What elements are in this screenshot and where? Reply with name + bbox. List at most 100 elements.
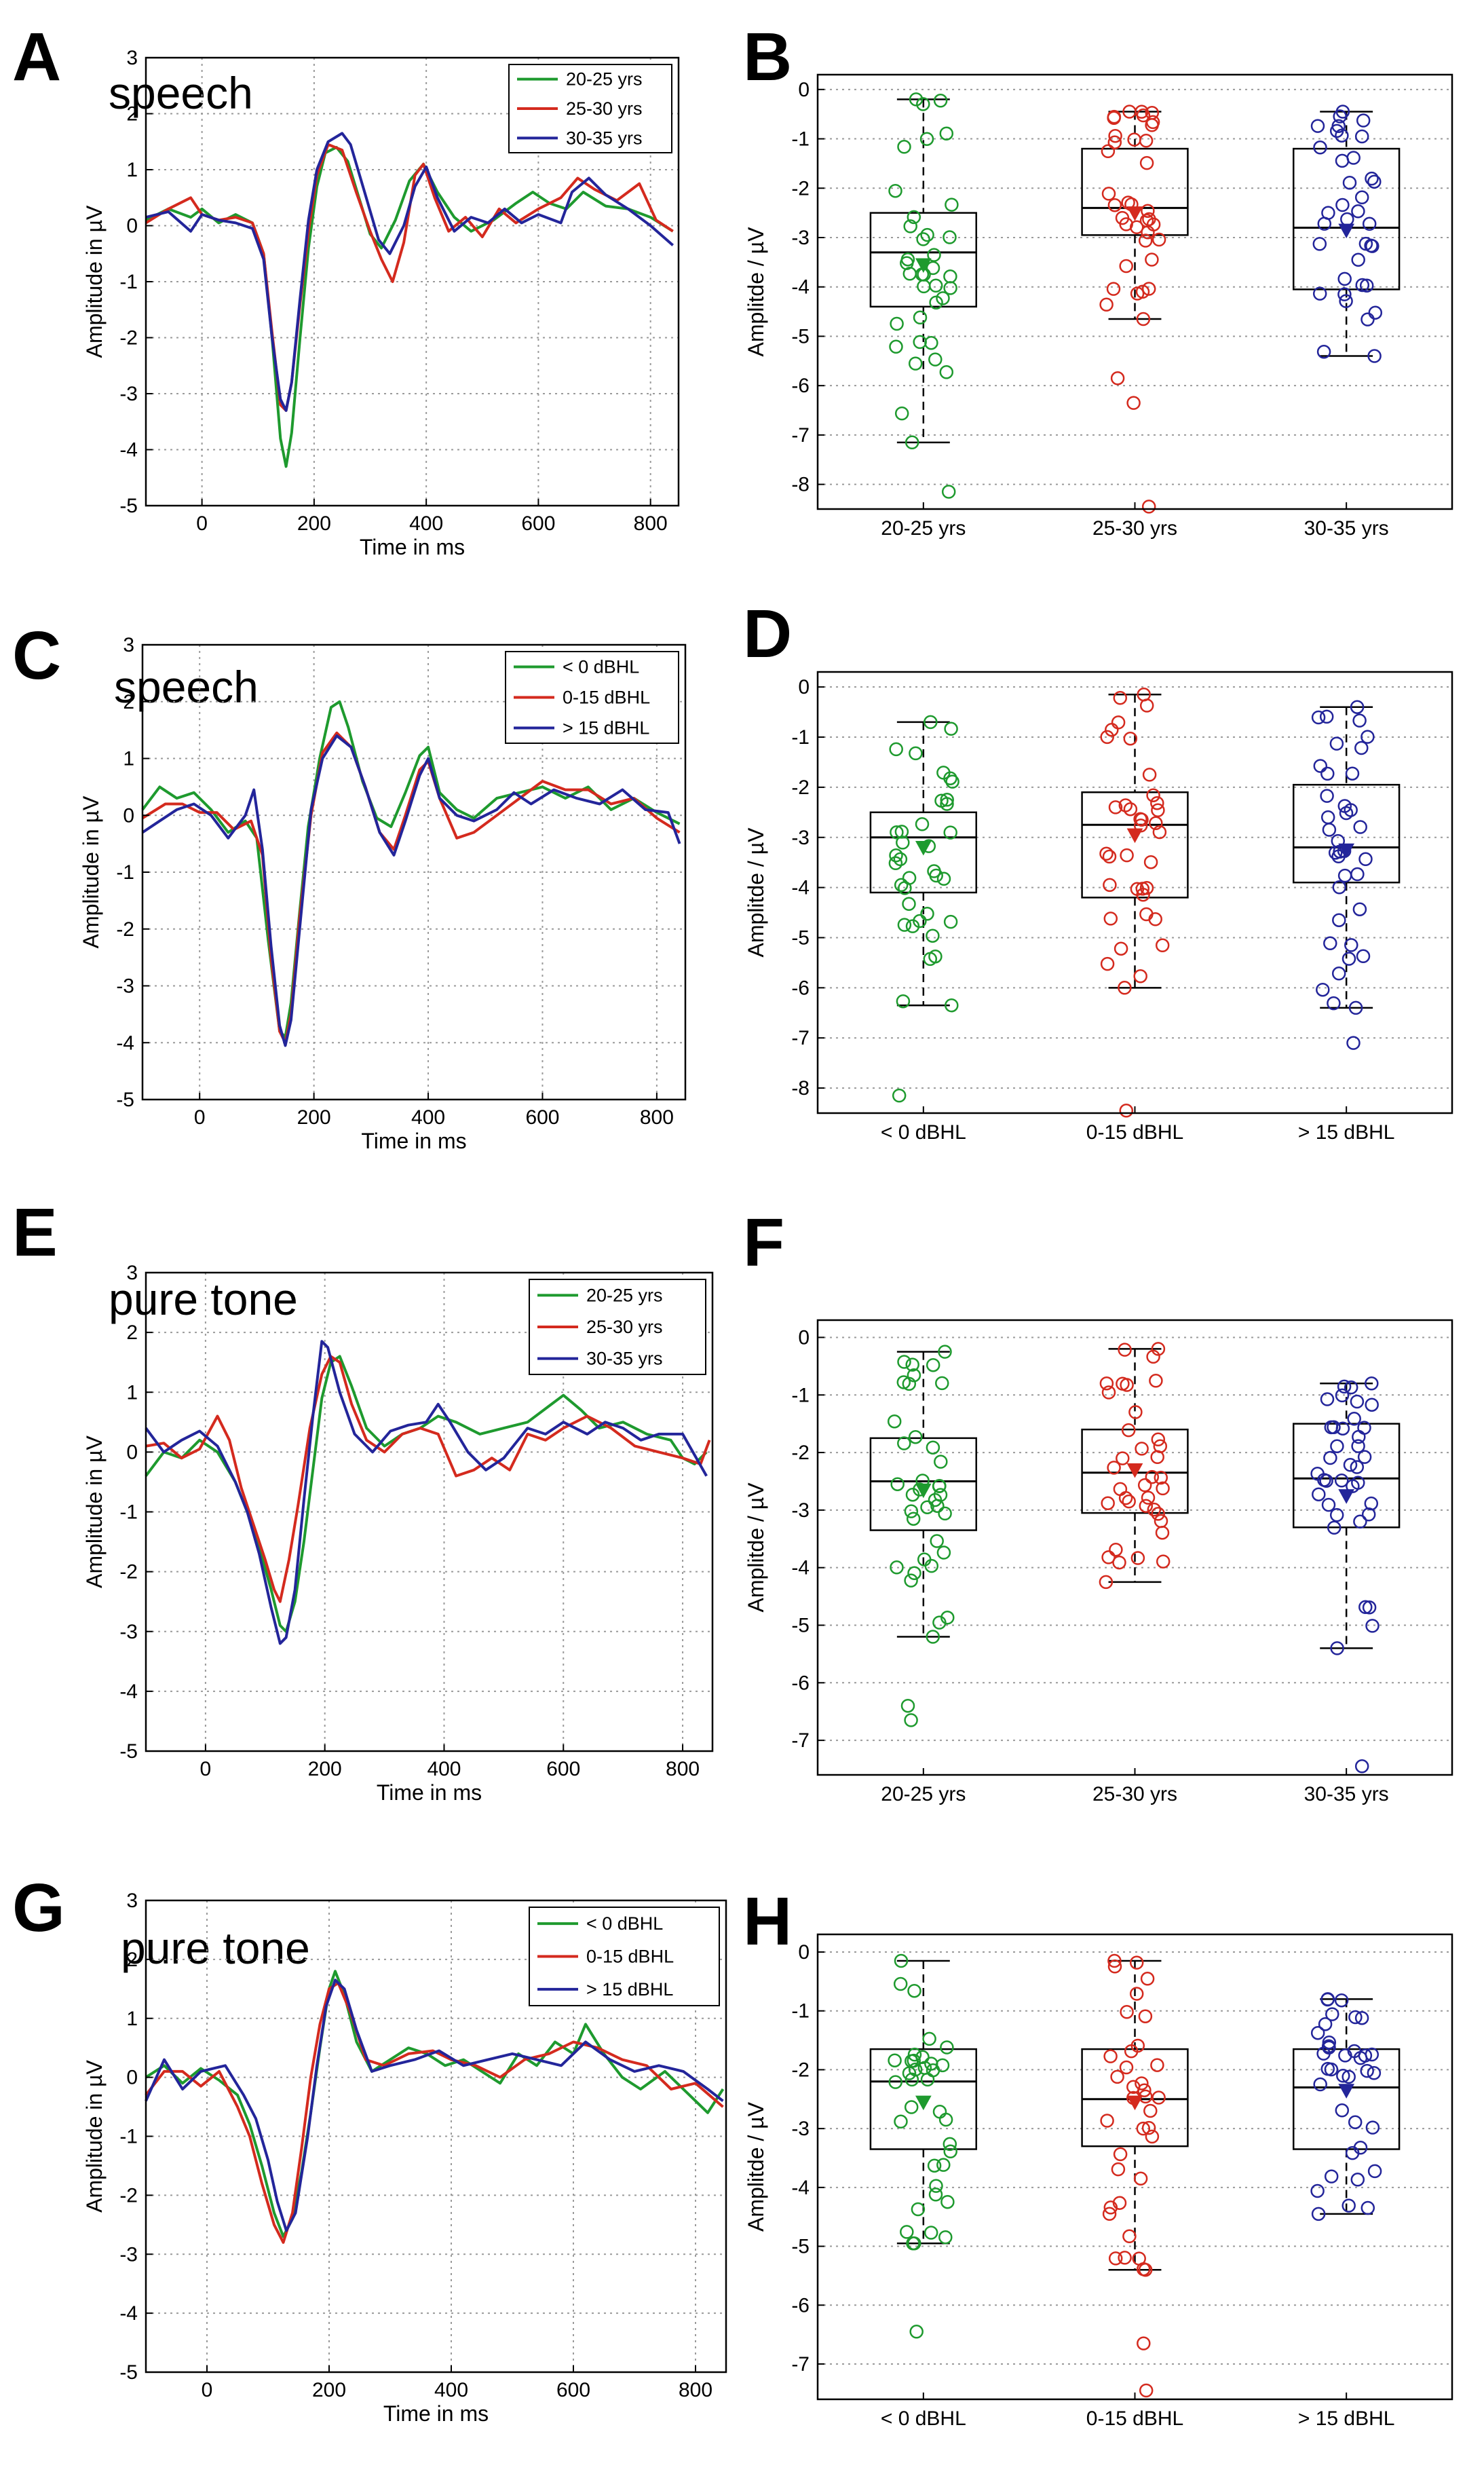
p1-group-1-mean-marker xyxy=(1126,206,1143,221)
p7-group-1-point xyxy=(1138,2262,1153,2277)
p5-group-2-point xyxy=(1335,1388,1350,1403)
p3-group-2-point xyxy=(1342,952,1356,966)
p7-group-1-point xyxy=(1141,2120,1156,2135)
p4-y-tick-label: -1 xyxy=(119,1501,138,1524)
p7-group-0-box xyxy=(869,2048,977,2150)
p3-y-tick-label: -7 xyxy=(791,1027,810,1049)
p5-y-tick-label: -2 xyxy=(791,1442,810,1464)
p3-group-2-point xyxy=(1352,902,1367,916)
p4-x-axis-label: Time in ms xyxy=(377,1780,482,1805)
p1-group-1-point xyxy=(1142,212,1156,227)
p0-y-tick-label: 2 xyxy=(126,103,138,126)
p5-group-2-point xyxy=(1321,1497,1336,1512)
p7-group-1-point xyxy=(1143,2103,1158,2118)
p3-group-1-point xyxy=(1135,882,1150,896)
p7-group-0-point xyxy=(940,2040,954,2055)
p5-group-1-point xyxy=(1107,1461,1121,1475)
p0-series-2-line xyxy=(145,132,674,412)
p5-group-0-point xyxy=(890,1560,904,1575)
p5-group-2-point xyxy=(1320,1392,1335,1406)
p3-group-2-point xyxy=(1320,766,1335,781)
p3-group-2-point xyxy=(1311,710,1326,725)
p7-group-2-label: > 15 dBHL xyxy=(1298,2407,1395,2430)
p5-group-1-point xyxy=(1118,1343,1132,1357)
p5-group-2-point xyxy=(1344,1380,1358,1395)
p7-y-tick-label: -6 xyxy=(791,2294,810,2316)
p0-y-tick-label: 1 xyxy=(126,159,138,181)
p1-y-tick-label: -5 xyxy=(791,325,810,348)
p5-group-0-point xyxy=(932,1479,947,1493)
p5-group-0-point xyxy=(932,1615,947,1630)
p7-group-1-point xyxy=(1150,2058,1164,2072)
p1-group-0-point xyxy=(894,406,909,421)
p7-group-0-point xyxy=(928,2188,943,2202)
p3-group-2-point xyxy=(1339,806,1354,821)
p5-group-0-label: 20-25 yrs xyxy=(881,1783,966,1805)
p3-group-0-point xyxy=(915,817,930,831)
p5-group-2-point xyxy=(1312,1487,1326,1501)
p1-y-tick-label: -2 xyxy=(791,177,810,200)
p7-group-2-point xyxy=(1348,2010,1363,2025)
p5-group-1-point xyxy=(1121,1423,1136,1438)
p4-x-tick-label: 800 xyxy=(666,1758,700,1780)
p5-y-tick-label: -4 xyxy=(791,1557,810,1579)
p6-x-tick-label: 0 xyxy=(202,2379,213,2401)
p5-group-1-point xyxy=(1156,1554,1171,1569)
p3-group-2-point xyxy=(1350,867,1365,882)
p5-group-2-point xyxy=(1343,1458,1358,1472)
p7-group-0-point xyxy=(893,1976,908,1991)
p7-group-2-point xyxy=(1342,2198,1356,2213)
p5-group-0-point xyxy=(908,1429,923,1444)
p3-group-1-point xyxy=(1100,730,1114,745)
p1-group-2-point xyxy=(1368,305,1383,320)
p5-group-1-point xyxy=(1151,1432,1166,1447)
p1-group-2-point xyxy=(1354,129,1369,144)
panel-letter-a: A xyxy=(12,19,61,95)
p0-y-tick-label: -1 xyxy=(119,271,138,293)
p3-group-1-point xyxy=(1123,731,1138,746)
p5-group-2-point xyxy=(1364,1496,1379,1511)
p7-group-1-point xyxy=(1103,2049,1118,2063)
p3-group-1-label: 0-15 dBHL xyxy=(1086,1121,1183,1144)
p5-group-1-point xyxy=(1145,1469,1160,1484)
p7-group-1-point xyxy=(1129,1987,1144,2001)
p5-group-2-point xyxy=(1327,1520,1342,1535)
p2-series-0-line xyxy=(141,700,681,1038)
p4-y-tick-label: -4 xyxy=(119,1681,138,1703)
p3-group-0-point xyxy=(889,742,903,757)
p4-y-tick-label: -3 xyxy=(119,1621,138,1643)
p3-group-0-point xyxy=(913,914,927,928)
p5-group-2-point xyxy=(1330,1641,1344,1655)
p4-y-tick-label: 3 xyxy=(126,1262,138,1284)
p5-group-1-point xyxy=(1099,1575,1114,1590)
p1-y-tick-label: -6 xyxy=(791,375,810,397)
p0-x-axis-label: Time in ms xyxy=(360,535,465,559)
p7-group-1-box xyxy=(1081,2048,1189,2147)
p4-y-tick-label: 0 xyxy=(126,1441,138,1463)
p1-group-1-point xyxy=(1099,297,1114,312)
p7-y-tick-label: -1 xyxy=(791,2000,810,2023)
p5-group-0-mean-marker xyxy=(915,1483,932,1499)
p2-y-tick-label: 1 xyxy=(123,748,134,770)
p1-group-2-point xyxy=(1337,271,1352,286)
p3-group-2-point xyxy=(1332,913,1346,927)
p2-y-tick-label: -5 xyxy=(116,1089,134,1111)
p7-group-2-point xyxy=(1320,1992,1335,2006)
p3-group-1-point xyxy=(1103,912,1118,926)
p7-group-2-point xyxy=(1335,2103,1350,2118)
p0-y-axis-label: Amplitude in µV xyxy=(82,205,107,358)
p3-group-2-point xyxy=(1350,700,1365,714)
p1-group-2-point xyxy=(1365,171,1379,186)
p7-group-0-point xyxy=(894,2114,908,2129)
p5-y-axis-label: Amplitde / µV xyxy=(744,1482,768,1613)
p5-group-1-point xyxy=(1147,1502,1162,1517)
p5-group-2-point xyxy=(1354,1759,1369,1774)
p0-legend-label-2: 30-35 yrs xyxy=(566,128,643,148)
p5-group-2-point xyxy=(1350,1460,1365,1474)
p7-group-1-point xyxy=(1102,2207,1117,2221)
p3-group-1-point xyxy=(1118,981,1132,995)
p3-group-2-point xyxy=(1329,736,1344,751)
p3-group-0-point xyxy=(943,825,957,840)
p5-group-1-point xyxy=(1109,1542,1123,1557)
p7-group-2-point xyxy=(1350,2173,1365,2187)
